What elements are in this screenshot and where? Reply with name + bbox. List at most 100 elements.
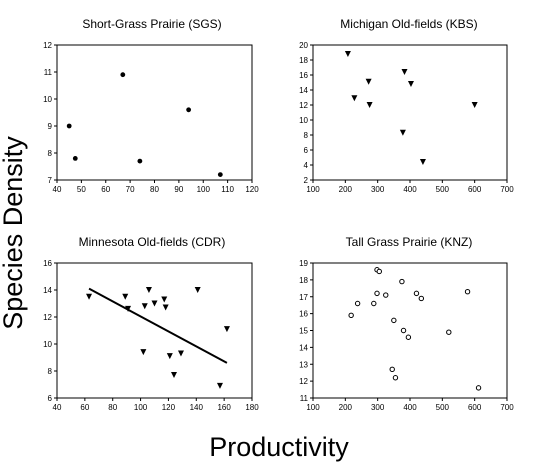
y-tick-label: 16 [43,259,52,268]
data-point [145,287,152,293]
panel-title: Short-Grass Prairie (SGS) [82,17,221,31]
data-point [217,172,223,178]
y-tick-label: 14 [299,86,308,95]
x-tick-label: 180 [245,403,259,412]
y-tick-label: 12 [43,41,52,50]
y-tick-label: 12 [299,101,308,110]
data-point [392,375,399,381]
plot-frame [56,44,253,181]
panel-title: Michigan Old-fields (KBS) [340,17,477,31]
x-tick-label: 400 [403,185,417,194]
x-tick-label: 600 [468,185,482,194]
data-point [413,290,420,297]
data-point [125,305,132,312]
x-tick-label: 100 [197,185,211,194]
panel-sgs: Short-Grass Prairie (SGS) 40 50 60 70 80 90 10… [43,17,259,194]
x-tick-label: 40 [53,403,62,412]
data-point [120,72,126,78]
x-tick-label: 200 [339,403,353,412]
y-tick-label: 12 [299,377,308,386]
data-point [194,287,201,293]
y-tick-label: 13 [299,360,308,369]
x-tick-label: 140 [190,403,204,412]
x-tick-label: 70 [126,185,135,194]
y-tick-label: 8 [48,149,53,158]
x-tick-label: 80 [150,185,159,194]
data-point [177,350,184,357]
y-tick-label: 16 [299,310,308,319]
x-tick-label: 100 [134,403,148,412]
panel-title: Minnesota Old-fields (CDR) [79,235,226,249]
data-point [344,51,351,57]
y-tick-label: 17 [299,293,308,302]
data-point [471,102,478,108]
y-tick-label: 18 [299,56,308,65]
data-point [86,293,93,300]
y-tick-label: 6 [48,394,53,403]
data-point [365,78,372,85]
data-point [366,102,373,108]
x-tick-label: 200 [339,185,353,194]
x-tick-label: 500 [436,185,450,194]
y-tick-label: 19 [299,259,308,268]
panel-kbs: Michigan Old-fields (KBS) 100 200 300 400 50… [299,17,514,194]
data-point [66,123,72,129]
x-tick-label: 110 [221,185,234,194]
panel-title: Tall Grass Prairie (KNZ) [346,235,473,249]
data-point [166,353,173,360]
y-tick-label: 2 [304,176,309,185]
x-tick-label: 60 [101,185,110,194]
y-tick-label: 18 [299,276,308,285]
data-point [122,293,129,300]
data-point [391,317,397,324]
y-tick-label: 10 [299,116,308,125]
data-point [464,288,471,295]
x-tick-label: 40 [53,185,62,194]
data-point [405,334,412,340]
data-point [141,303,148,310]
y-tick-label: 8 [304,131,309,140]
x-tick-label: 400 [403,403,417,412]
panel-cdr: Minnesota Old-fields (CDR) 40 60 80 100 120 1… [43,235,259,412]
data-point [446,329,452,335]
data-point [418,295,425,302]
data-point [171,372,177,379]
data-point [162,304,169,311]
x-tick-label: 300 [371,185,385,194]
x-tick-label: 100 [306,185,320,194]
panel-knz: Tall Grass Prairie (KNZ) 100 200 300 400 500… [299,235,514,412]
x-tick-label: 700 [500,403,514,412]
y-tick-label: 6 [304,146,309,155]
data-point [374,290,380,297]
data-point [351,95,358,102]
plot-frame [312,44,508,181]
data-point [419,159,426,165]
x-tick-label: 80 [108,403,117,412]
x-tick-label: 100 [306,403,320,412]
x-tick-label: 600 [468,403,482,412]
data-point [161,296,168,303]
data-point [348,312,354,319]
y-tick-label: 10 [43,340,52,349]
data-point [399,278,405,285]
data-point [354,300,361,307]
y-tick-label: 11 [44,68,53,77]
plot-frame [56,262,253,399]
data-point [223,326,230,333]
data-point [383,292,389,298]
data-point [399,129,406,136]
y-tick-label: 16 [299,71,308,80]
x-axis-label: Productivity [209,432,349,462]
x-tick-label: 300 [371,403,385,412]
data-point [475,385,482,391]
data-point [401,69,408,75]
data-point [371,300,377,307]
y-tick-label: 14 [43,286,52,295]
y-tick-label: 10 [43,95,52,104]
y-tick-label: 20 [299,41,308,50]
y-tick-label: 15 [299,327,308,336]
regression-line [88,287,228,364]
x-tick-label: 120 [245,185,259,194]
plot-frame [312,262,508,399]
